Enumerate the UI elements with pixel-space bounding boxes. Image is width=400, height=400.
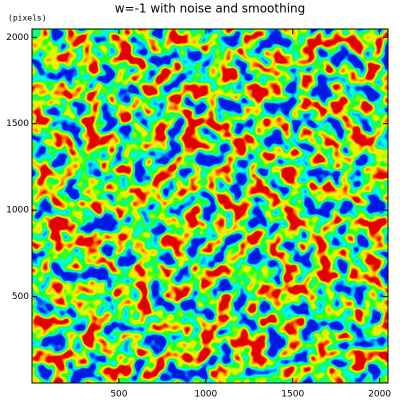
y-tick-label: 2000 <box>6 33 29 43</box>
chart-title: w=-1 with noise and smoothing <box>115 2 306 16</box>
x-tick-label: 1500 <box>281 390 304 400</box>
y-tick-label: 1500 <box>6 119 29 129</box>
x-tick-label: 1000 <box>194 390 217 400</box>
x-tick-label: 500 <box>110 390 127 400</box>
y-tick-label: 500 <box>12 292 29 302</box>
heatmap-field <box>32 29 388 383</box>
x-tick-label: 2000 <box>368 390 391 400</box>
y-axis-label: (pixels) <box>8 14 47 23</box>
plot-frame <box>31 28 389 384</box>
y-tick-label: 1000 <box>6 206 29 216</box>
